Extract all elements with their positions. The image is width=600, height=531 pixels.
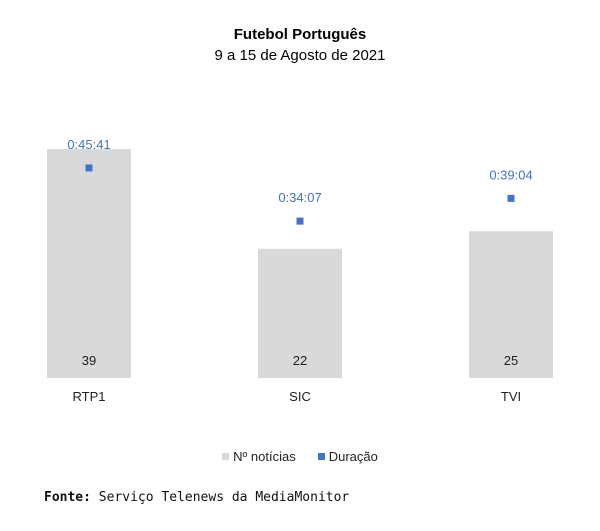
bar-sic bbox=[258, 248, 342, 378]
legend-item-noticias: Nº notícias bbox=[222, 449, 296, 464]
chart-title: Futebol Português bbox=[233, 26, 367, 43]
duration-label-rtp1: 0:45:41 bbox=[67, 137, 110, 152]
bar-label-sic: 22 bbox=[293, 353, 307, 368]
duration-marker-tvi bbox=[507, 194, 515, 202]
legend-label-duracao: Duração bbox=[328, 449, 378, 464]
duration-marker-rtp1 bbox=[85, 164, 93, 172]
bar-label-tvi: 25 bbox=[504, 353, 518, 368]
legend-swatch-noticias bbox=[222, 453, 230, 460]
chart-subtitle: 9 a 15 de Agosto de 2021 bbox=[214, 47, 386, 64]
duration-label-tvi: 0:39:04 bbox=[489, 167, 532, 182]
bar-tvi bbox=[469, 231, 553, 378]
source-note: Fonte: Serviço Telenews da MediaMonitor bbox=[44, 490, 349, 505]
legend: Nº notícias Duração bbox=[0, 449, 600, 464]
source-label: Fonte: bbox=[44, 490, 91, 505]
category-label-tvi: TVI bbox=[501, 389, 521, 404]
duration-label-sic: 0:34:07 bbox=[278, 190, 321, 205]
legend-swatch-duracao bbox=[317, 453, 325, 460]
duration-marker-sic bbox=[296, 217, 304, 225]
legend-label-noticias: Nº notícias bbox=[233, 449, 296, 464]
bar-rtp1 bbox=[47, 149, 131, 378]
source-text: Serviço Telenews da MediaMonitor bbox=[90, 490, 350, 505]
category-label-sic: SIC bbox=[289, 389, 311, 404]
legend-item-duracao: Duração bbox=[317, 449, 378, 464]
category-label-rtp1: RTP1 bbox=[73, 389, 106, 404]
bar-label-rtp1: 39 bbox=[82, 353, 96, 368]
